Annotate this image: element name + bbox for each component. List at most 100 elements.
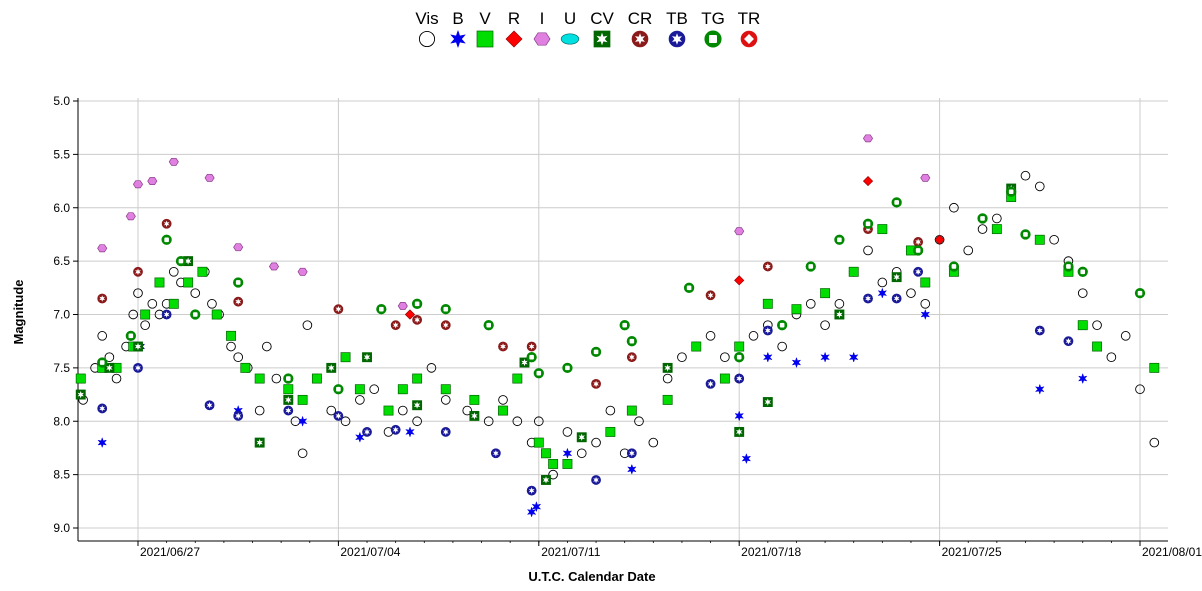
data-point-vis	[562, 427, 573, 437]
data-point-tg	[411, 298, 423, 309]
data-point-tg	[1134, 287, 1146, 299]
data-point-tg	[233, 277, 244, 288]
data-point-tb	[390, 424, 401, 435]
legend-marker-cv	[593, 30, 611, 48]
data-point-cr	[591, 378, 601, 389]
data-point-vis	[111, 373, 122, 384]
data-point-vis	[412, 416, 422, 427]
data-point-cv	[662, 362, 673, 373]
data-point-b	[848, 351, 859, 363]
data-point-tb	[440, 427, 451, 437]
data-point-tb	[161, 309, 172, 320]
data-point-vis	[440, 395, 451, 405]
data-point-cr	[390, 320, 401, 331]
data-point-vis	[326, 405, 337, 416]
data-point-v	[920, 277, 931, 288]
data-point-vis	[262, 341, 272, 352]
data-point-vis	[591, 437, 601, 448]
data-point-cr	[913, 237, 924, 247]
data-point-i	[97, 244, 108, 253]
data-point-tb	[362, 427, 372, 437]
data-point-v	[791, 304, 802, 315]
data-point-tg	[190, 309, 201, 320]
data-point-b	[791, 356, 802, 369]
data-point-b	[1034, 383, 1045, 395]
legend-marker-vis	[418, 30, 436, 48]
data-point-vis	[233, 352, 244, 363]
data-point-vis	[877, 277, 888, 288]
data-point-v	[311, 373, 322, 384]
data-point-vis	[1120, 331, 1131, 341]
data-point-tg	[526, 352, 537, 363]
data-point-tg	[562, 362, 573, 374]
data-point-vis	[128, 309, 139, 320]
data-point-i	[132, 180, 144, 189]
data-point-cr	[412, 314, 423, 325]
data-point-vis	[426, 363, 437, 373]
data-point-tb	[734, 373, 745, 384]
data-point-v	[469, 394, 480, 405]
data-point-tg	[1020, 229, 1031, 240]
data-point-tb	[1063, 336, 1074, 347]
data-point-tg	[376, 304, 387, 315]
data-point-tb	[490, 448, 501, 459]
data-point-tg	[283, 373, 294, 384]
data-point-tg	[948, 261, 960, 272]
data-point-v	[412, 373, 423, 384]
data-point-v	[340, 352, 351, 363]
data-point-b	[734, 410, 745, 422]
data-point-vis	[720, 352, 730, 363]
data-point-tg	[440, 304, 451, 315]
data-point-b	[531, 500, 542, 513]
data-point-b	[741, 453, 752, 465]
data-point-cv	[362, 352, 372, 363]
data-point-vis	[483, 416, 494, 427]
data-point-vis	[648, 437, 659, 448]
data-point-vis	[605, 405, 616, 416]
data-point-vis	[133, 288, 143, 298]
data-point-b	[97, 437, 108, 449]
x-tick-label: 2021/07/11	[541, 545, 600, 559]
data-point-v	[991, 224, 1002, 235]
data-point-tb	[204, 400, 215, 411]
data-point-v	[605, 426, 616, 437]
data-point-b	[762, 351, 773, 363]
data-point-cv	[326, 362, 337, 373]
data-point-v	[548, 459, 559, 469]
data-point-cr	[333, 304, 344, 315]
data-point-cr	[233, 296, 244, 307]
data-point-vis	[104, 352, 115, 363]
data-point-tg	[734, 352, 745, 363]
data-point-v	[168, 298, 179, 309]
legend-marker-b	[450, 29, 466, 49]
legend-label-tr: TR	[738, 9, 761, 28]
data-point-cv	[519, 357, 530, 368]
data-point-v	[440, 384, 451, 395]
data-point-v	[719, 373, 730, 384]
data-point-cv	[412, 400, 423, 411]
data-point-v	[691, 341, 702, 352]
data-point-vis	[977, 224, 988, 234]
data-point-v	[183, 277, 194, 288]
data-point-vis	[777, 341, 787, 352]
data-point-vis	[662, 373, 673, 384]
data-point-i	[297, 267, 308, 276]
legend-marker-tg	[704, 30, 722, 48]
data-point-r	[934, 234, 945, 245]
data-point-tb	[526, 485, 537, 496]
data-point-cr	[498, 341, 508, 352]
data-point-vis	[1077, 288, 1088, 298]
legend-marker-r	[505, 30, 523, 48]
plot-area	[77, 98, 1168, 542]
data-markers	[75, 134, 1160, 518]
data-point-v	[354, 384, 365, 395]
data-point-i	[147, 177, 158, 185]
data-point-cv	[469, 410, 480, 421]
data-point-vis	[190, 288, 201, 298]
data-point-i	[125, 212, 136, 221]
data-point-vis	[498, 395, 508, 405]
data-point-vis	[340, 416, 351, 427]
legend-label-r: R	[508, 9, 520, 28]
legend-marker-i	[533, 32, 551, 46]
